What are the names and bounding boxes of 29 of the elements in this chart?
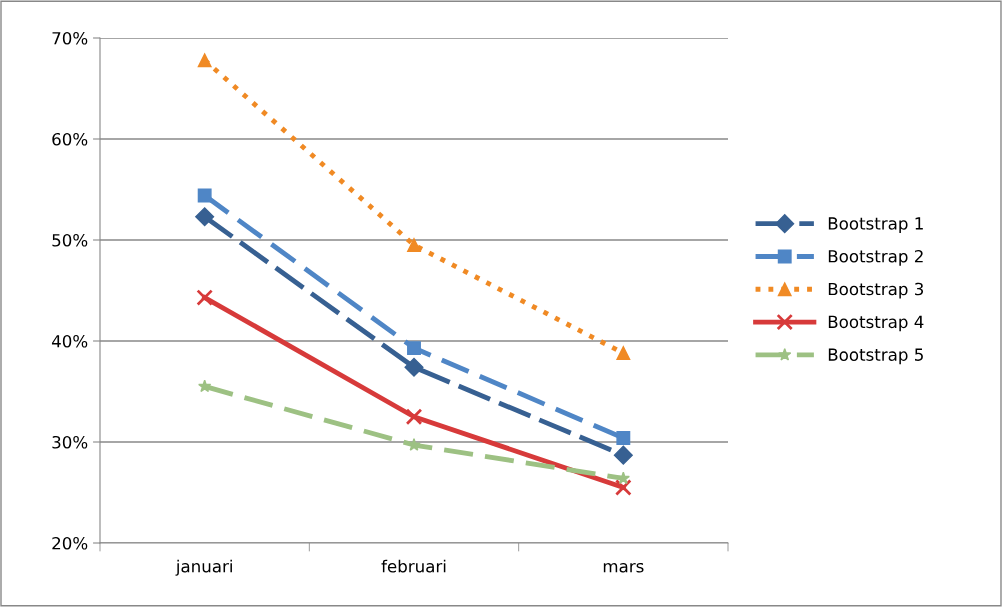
point: [407, 438, 421, 451]
y-tick-label: 50%: [52, 233, 88, 247]
legend-label: Bootstrap 2: [828, 249, 923, 266]
point: [616, 346, 631, 361]
y-tick-label: 70%: [52, 31, 88, 45]
x-tick-label: februari: [381, 559, 446, 573]
legend-label: Bootstrap 3: [828, 282, 924, 299]
y-tick-label: 20%: [52, 536, 88, 550]
point: [616, 471, 630, 485]
point: [613, 445, 633, 465]
y-tick-label: 30%: [52, 435, 88, 449]
x-tick-label: mars: [603, 563, 644, 573]
legend-label: Bootstrap 1: [828, 217, 923, 233]
point: [195, 207, 215, 227]
point: [196, 289, 213, 306]
y-tick-label: 60%: [52, 132, 88, 146]
point: [407, 238, 421, 252]
point: [616, 431, 631, 445]
point: [197, 188, 212, 203]
legend-label: Bootstrap 4: [828, 315, 924, 332]
point: [404, 357, 424, 377]
y-tick-label: 40%: [51, 334, 88, 348]
x-tick-label: januari: [175, 559, 232, 576]
legend-label: Bootstrap 5: [828, 348, 923, 365]
point: [405, 408, 423, 426]
point: [197, 53, 212, 68]
point: [615, 479, 632, 496]
point: [198, 379, 212, 393]
point: [407, 341, 421, 356]
